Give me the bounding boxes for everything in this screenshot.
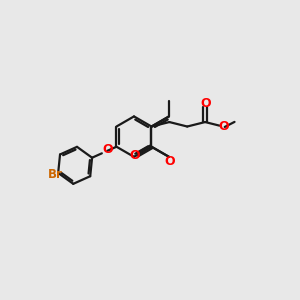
Text: O: O <box>218 119 229 133</box>
Text: O: O <box>129 149 140 162</box>
Text: Br: Br <box>48 168 63 181</box>
Text: O: O <box>200 97 211 110</box>
Text: O: O <box>165 155 175 168</box>
Text: O: O <box>102 143 113 156</box>
